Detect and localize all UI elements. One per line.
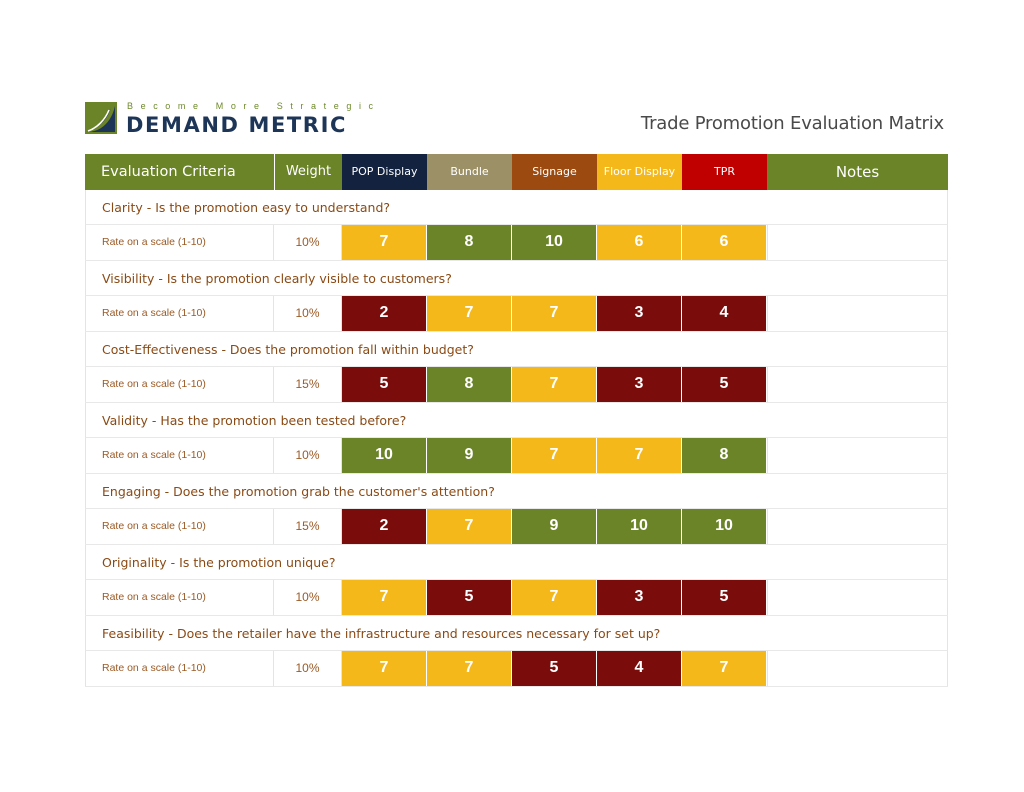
- score-bundle[interactable]: 7: [427, 509, 512, 544]
- rate-scale-label: Rate on a scale (1-10): [85, 225, 274, 260]
- notes-cell[interactable]: [767, 509, 948, 544]
- header-signage: Signage: [512, 154, 597, 190]
- score-bundle[interactable]: 9: [427, 438, 512, 473]
- criterion-question: Clarity - Is the promotion easy to under…: [102, 199, 391, 215]
- score-pop-display[interactable]: 10: [342, 438, 427, 473]
- brand-name: DEMAND METRIC: [126, 113, 348, 137]
- score-pop-display[interactable]: 2: [342, 509, 427, 544]
- criterion-question-row: Engaging - Does the promotion grab the c…: [85, 473, 948, 509]
- rate-scale-label: Rate on a scale (1-10): [85, 651, 274, 686]
- score-signage[interactable]: 7: [512, 367, 597, 402]
- rate-scale-label: Rate on a scale (1-10): [85, 580, 274, 615]
- score-tpr[interactable]: 10: [682, 509, 767, 544]
- evaluation-matrix: Evaluation Criteria Weight POP Display B…: [85, 154, 948, 687]
- header-pop-display: POP Display: [342, 154, 427, 190]
- weight-value: 10%: [274, 225, 342, 260]
- criterion-question-row: Originality - Is the promotion unique?: [85, 544, 948, 580]
- score-signage[interactable]: 9: [512, 509, 597, 544]
- weight-value: 10%: [274, 438, 342, 473]
- score-bundle[interactable]: 5: [427, 580, 512, 615]
- criterion-question: Visibility - Is the promotion clearly vi…: [102, 270, 452, 286]
- score-tpr[interactable]: 8: [682, 438, 767, 473]
- demand-metric-logo-icon: [85, 102, 117, 134]
- score-bundle[interactable]: 8: [427, 367, 512, 402]
- score-floor-display[interactable]: 3: [597, 296, 682, 331]
- brand-tagline: Become More Strategic: [127, 101, 381, 111]
- score-bundle[interactable]: 7: [427, 296, 512, 331]
- weight-value: 10%: [274, 651, 342, 686]
- criterion-rating-row: Rate on a scale (1-10) 10% 7 8 10 6 6: [85, 225, 948, 261]
- header-weight: Weight: [274, 154, 342, 190]
- notes-cell[interactable]: [767, 580, 948, 615]
- score-signage[interactable]: 10: [512, 225, 597, 260]
- criterion-rating-row: Rate on a scale (1-10) 10% 7 5 7 3 5: [85, 580, 948, 616]
- criterion-rating-row: Rate on a scale (1-10) 10% 10 9 7 7 8: [85, 438, 948, 474]
- notes-cell[interactable]: [767, 296, 948, 331]
- score-floor-display[interactable]: 3: [597, 580, 682, 615]
- criterion-question-row: Validity - Has the promotion been tested…: [85, 402, 948, 438]
- criterion-rating-row: Rate on a scale (1-10) 15% 5 8 7 3 5: [85, 367, 948, 403]
- rate-scale-label: Rate on a scale (1-10): [85, 509, 274, 544]
- rate-scale-label: Rate on a scale (1-10): [85, 367, 274, 402]
- header-notes: Notes: [767, 154, 948, 190]
- score-pop-display[interactable]: 7: [342, 225, 427, 260]
- criterion-question: Cost-Effectiveness - Does the promotion …: [102, 341, 474, 357]
- notes-cell[interactable]: [767, 651, 948, 686]
- header-bundle: Bundle: [427, 154, 512, 190]
- notes-cell[interactable]: [767, 225, 948, 260]
- score-bundle[interactable]: 8: [427, 225, 512, 260]
- score-signage[interactable]: 7: [512, 438, 597, 473]
- criterion-rating-row: Rate on a scale (1-10) 10% 2 7 7 3 4: [85, 296, 948, 332]
- criterion-question-row: Feasibility - Does the retailer have the…: [85, 615, 948, 651]
- score-tpr[interactable]: 4: [682, 296, 767, 331]
- criterion-rating-row: Rate on a scale (1-10) 10% 7 7 5 4 7: [85, 651, 948, 687]
- header-evaluation-criteria: Evaluation Criteria: [85, 154, 274, 190]
- matrix-header: Evaluation Criteria Weight POP Display B…: [85, 154, 948, 190]
- weight-value: 10%: [274, 580, 342, 615]
- notes-cell[interactable]: [767, 367, 948, 402]
- page-title: Trade Promotion Evaluation Matrix: [640, 113, 944, 134]
- score-pop-display[interactable]: 7: [342, 651, 427, 686]
- score-pop-display[interactable]: 7: [342, 580, 427, 615]
- criterion-question-row: Clarity - Is the promotion easy to under…: [85, 189, 948, 225]
- score-pop-display[interactable]: 2: [342, 296, 427, 331]
- score-bundle[interactable]: 7: [427, 651, 512, 686]
- score-floor-display[interactable]: 7: [597, 438, 682, 473]
- notes-cell[interactable]: [767, 438, 948, 473]
- score-floor-display[interactable]: 3: [597, 367, 682, 402]
- criterion-question: Feasibility - Does the retailer have the…: [102, 625, 661, 641]
- criterion-question: Validity - Has the promotion been tested…: [102, 412, 407, 428]
- score-signage[interactable]: 7: [512, 296, 597, 331]
- score-signage[interactable]: 7: [512, 580, 597, 615]
- score-tpr[interactable]: 5: [682, 367, 767, 402]
- score-tpr[interactable]: 6: [682, 225, 767, 260]
- rate-scale-label: Rate on a scale (1-10): [85, 438, 274, 473]
- score-tpr[interactable]: 7: [682, 651, 767, 686]
- score-signage[interactable]: 5: [512, 651, 597, 686]
- score-floor-display[interactable]: 6: [597, 225, 682, 260]
- header-floor-display: Floor Display: [597, 154, 682, 190]
- weight-value: 15%: [274, 367, 342, 402]
- criterion-question-row: Cost-Effectiveness - Does the promotion …: [85, 331, 948, 367]
- criterion-question: Engaging - Does the promotion grab the c…: [102, 483, 495, 499]
- score-tpr[interactable]: 5: [682, 580, 767, 615]
- score-pop-display[interactable]: 5: [342, 367, 427, 402]
- header-tpr: TPR: [682, 154, 767, 190]
- score-floor-display[interactable]: 4: [597, 651, 682, 686]
- score-floor-display[interactable]: 10: [597, 509, 682, 544]
- weight-value: 15%: [274, 509, 342, 544]
- criterion-rating-row: Rate on a scale (1-10) 15% 2 7 9 10 10: [85, 509, 948, 545]
- weight-value: 10%: [274, 296, 342, 331]
- criterion-question: Originality - Is the promotion unique?: [102, 554, 336, 570]
- rate-scale-label: Rate on a scale (1-10): [85, 296, 274, 331]
- criterion-question-row: Visibility - Is the promotion clearly vi…: [85, 260, 948, 296]
